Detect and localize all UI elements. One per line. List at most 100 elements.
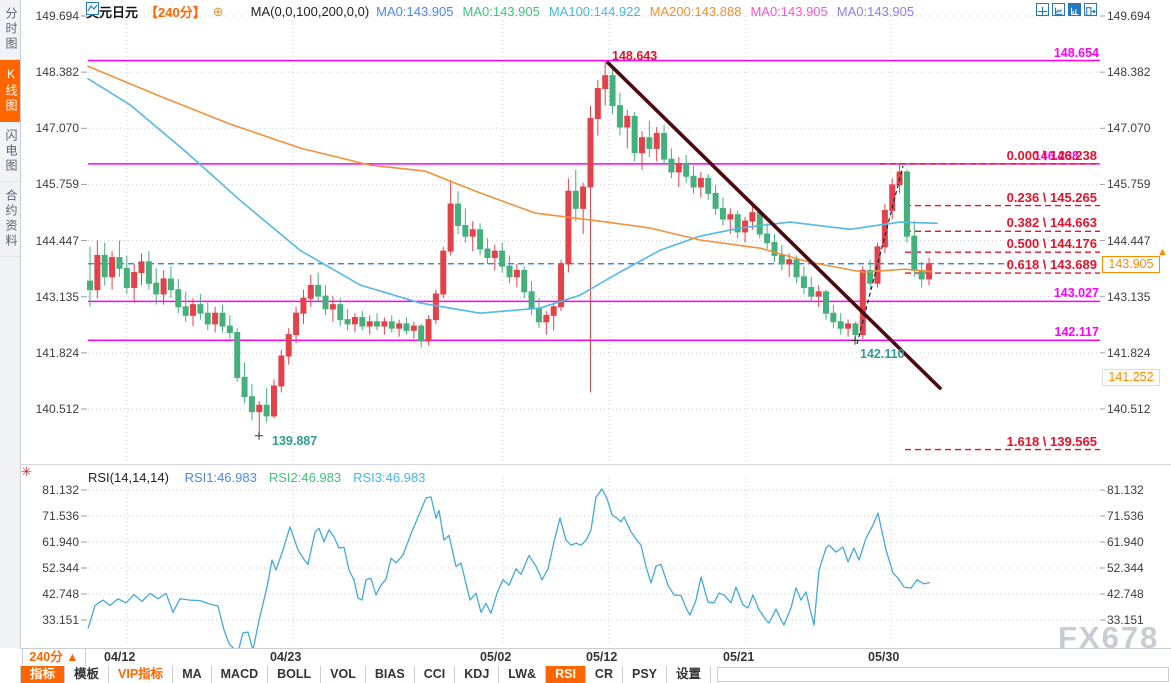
price-axis-label: 145.759 bbox=[35, 177, 79, 192]
rsi-axis-label: 33.151 bbox=[42, 612, 79, 627]
toolbar-item-KDJ[interactable]: KDJ bbox=[455, 666, 500, 683]
rsi-axis-label: 42.748 bbox=[42, 586, 79, 601]
current-price-badge: 143.905 bbox=[1102, 255, 1160, 273]
ma-legend: MA0:143.905 MA0:143.905 MA100:144.922 MA200… bbox=[376, 4, 923, 19]
hline-label: 143.027 bbox=[1053, 286, 1099, 301]
ma-value-label: MA0:143.905 bbox=[750, 3, 828, 19]
rsi-axis-label: 33.151 bbox=[1107, 612, 1144, 627]
indicator-toolbar: 指标 模板 VIP指标 MA MACD BOLL VOL BIAS CCI KDJ LW& RSI CR… bbox=[20, 666, 1171, 683]
price-axis-label: 144.447 bbox=[1107, 233, 1151, 248]
price-axis-label: 149.694 bbox=[1107, 9, 1151, 23]
fib-label: 0.000 \ 146.238 bbox=[1006, 147, 1097, 163]
toolbar-item-BOLL[interactable]: BOLL bbox=[268, 666, 322, 683]
move-icon[interactable] bbox=[1036, 3, 1049, 17]
toolbar-item-BIAS[interactable]: BIAS bbox=[366, 666, 415, 683]
rsi-axis-label: 61.940 bbox=[1107, 534, 1144, 549]
scroll-up-arrow[interactable]: ▲ bbox=[1157, 245, 1168, 258]
window-toolbar-icons bbox=[1036, 3, 1097, 17]
price-axis-label: 144.447 bbox=[35, 233, 79, 248]
low-price-annotation: 139.887 bbox=[272, 434, 318, 448]
date-label: 04/12 bbox=[104, 650, 136, 664]
rsi-settings-icon[interactable]: ✳ bbox=[21, 464, 32, 479]
toolbar-empty-strip bbox=[717, 667, 1169, 682]
rsi-legend: RSI(14,14,14) RSI1:46.983 RSI2:46.983 RSI3… bbox=[88, 470, 425, 485]
toolbar-item-LW&[interactable]: LW& bbox=[499, 666, 547, 683]
rsi-axis-label: 71.536 bbox=[1107, 508, 1144, 523]
price-axis-label: 141.824 bbox=[1107, 345, 1151, 360]
toolbar-item-VIP指标[interactable]: VIP指标 bbox=[109, 666, 174, 683]
date-label: 05/30 bbox=[868, 650, 900, 664]
period-selector[interactable]: 【240分】 bbox=[145, 4, 206, 20]
horizontal-price-lines bbox=[88, 59, 1100, 342]
rsi-axis-label: 52.344 bbox=[42, 560, 79, 575]
toolbar-item-CR[interactable]: CR bbox=[586, 666, 623, 683]
price-axis-label: 145.759 bbox=[1107, 177, 1151, 192]
rsi-value-label: RSI2:46.983 bbox=[268, 470, 342, 485]
toolbar-item-设置[interactable]: 设置 bbox=[667, 666, 712, 683]
chart-header: 美元日元 【240分】 ⊕ MA(0,0,100,200,0,0) MA0:14… bbox=[86, 2, 923, 20]
rsi-value-label: RSI1:46.983 bbox=[184, 470, 257, 485]
candlestick-series bbox=[87, 60, 933, 436]
high-price-annotation: 148.643 bbox=[612, 49, 658, 63]
left-sidebar: 分时图 K线图 闪电图 合约资料 bbox=[0, 0, 21, 648]
date-label: 05/02 bbox=[480, 650, 512, 664]
fib-label: 0.236 \ 145.265 bbox=[1006, 189, 1097, 205]
ma-value-label: MA0:143.905 bbox=[836, 3, 915, 19]
ma-chart-icon[interactable] bbox=[86, 2, 244, 18]
price-axis-label: 140.512 bbox=[35, 401, 79, 416]
price-axis-label: 148.382 bbox=[1107, 65, 1151, 80]
price-axis-label: 149.694 bbox=[35, 9, 79, 23]
fib-label: 0.618 \ 143.689 bbox=[1006, 257, 1097, 272]
toolbar-item-VOL[interactable]: VOL bbox=[321, 666, 366, 683]
axis-bars-icon[interactable] bbox=[1068, 3, 1081, 16]
symbol-name: 美元日元 bbox=[86, 4, 139, 20]
price-axis-label: 143.135 bbox=[35, 289, 79, 304]
rsi-value-label: RSI3:46.983 bbox=[353, 470, 426, 485]
rsi-axis-label: 52.344 bbox=[1107, 560, 1144, 575]
swing-low-annotation: 142.110 bbox=[860, 347, 905, 361]
ma-value-label: MA100:144.922 bbox=[548, 3, 641, 19]
sidebar-tab-闪电图[interactable]: 闪电图 bbox=[0, 122, 20, 182]
date-label: 05/21 bbox=[723, 650, 755, 664]
sidebar-tab-分时图[interactable]: 分时图 bbox=[0, 0, 20, 60]
ma-value-label: MA200:143.888 bbox=[649, 3, 742, 19]
fibonacci-lines bbox=[880, 163, 1100, 451]
price-axis-label: 148.382 bbox=[35, 65, 79, 80]
toolbar-item-RSI[interactable]: RSI bbox=[546, 666, 586, 683]
downtrend-line[interactable] bbox=[606, 61, 942, 390]
link-icon[interactable]: ⊕ bbox=[212, 3, 224, 19]
ma-value-label: MA0:143.905 bbox=[376, 3, 454, 19]
date-label: 04/23 bbox=[270, 650, 302, 664]
exit-icon[interactable] bbox=[1084, 3, 1097, 16]
aux-price-badge: 141.252 bbox=[1102, 369, 1160, 386]
price-axis-label: 147.070 bbox=[1107, 121, 1151, 136]
toolbar-item-指标[interactable]: 指标 bbox=[20, 666, 66, 683]
fib-label: 0.500 \ 144.176 bbox=[1006, 236, 1097, 252]
ma200-line bbox=[87, 65, 933, 273]
hline-label: 148.654 bbox=[1053, 45, 1099, 60]
toolbar-item-MACD[interactable]: MACD bbox=[212, 666, 269, 683]
rsi-axis-label: 71.536 bbox=[42, 508, 79, 523]
toolbar-item-PSY[interactable]: PSY bbox=[623, 666, 667, 683]
price-axis-label: 147.070 bbox=[35, 121, 79, 136]
period-button[interactable]: 240分 ▲ bbox=[22, 649, 86, 666]
date-label: 05/12 bbox=[586, 650, 618, 664]
hline-label: 146.238 bbox=[1033, 148, 1079, 163]
rsi-axis-label: 81.132 bbox=[42, 483, 79, 497]
rsi-title: RSI(14,14,14) bbox=[88, 470, 169, 485]
toolbar-item-模板[interactable]: 模板 bbox=[65, 666, 110, 683]
fib-label: 1.618 \ 139.565 bbox=[1006, 433, 1097, 449]
ma-formula: MA(0,0,100,200,0,0) bbox=[250, 3, 370, 19]
fib-base-line[interactable] bbox=[856, 165, 904, 345]
rsi-axis-label: 81.132 bbox=[1107, 483, 1144, 497]
axis-line-icon[interactable] bbox=[1052, 3, 1065, 16]
toolbar-item-MA[interactable]: MA bbox=[173, 666, 212, 683]
price-axis-label: 141.824 bbox=[35, 345, 79, 360]
rsi-axis-label: 61.940 bbox=[42, 534, 79, 549]
toolbar-item-CCI[interactable]: CCI bbox=[415, 666, 456, 683]
ma100-line bbox=[87, 77, 938, 315]
sidebar-tab-合约资料[interactable]: 合约资料 bbox=[0, 182, 20, 257]
rsi-axis-label: 42.748 bbox=[1107, 586, 1144, 601]
sidebar-tab-K线图[interactable]: K线图 bbox=[0, 60, 20, 122]
